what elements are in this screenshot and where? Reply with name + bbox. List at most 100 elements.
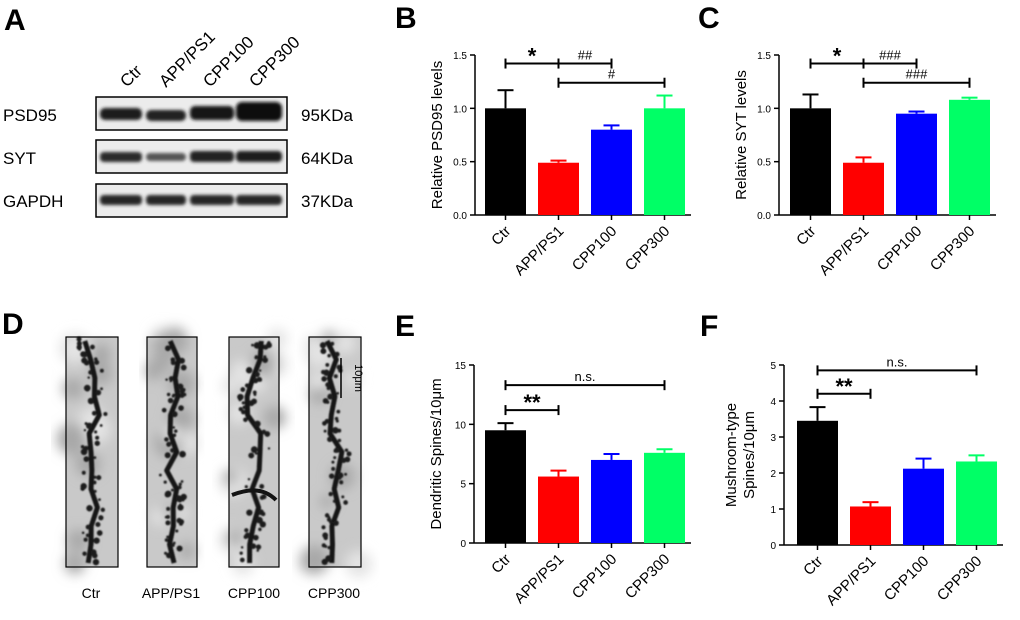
dendritic-spine	[177, 485, 182, 490]
dendritic-spine	[326, 386, 331, 391]
dendritic-spine	[321, 525, 326, 530]
y-axis-label: Mushroom-type	[723, 403, 740, 507]
x-tick-label: APP/PS1	[823, 553, 879, 609]
dendritic-spine	[90, 549, 97, 556]
dendritic-spine	[255, 544, 262, 550]
dendritic-spine	[177, 504, 184, 511]
dendritic-spine	[170, 360, 176, 366]
dendritic-spine	[239, 557, 245, 563]
dendritic-spine	[325, 555, 332, 562]
micrograph-blob	[178, 542, 196, 560]
dendritic-spine	[170, 448, 175, 453]
dendritic-spine	[327, 393, 334, 400]
y-axis-label: Dendritic Spines/10μm	[428, 378, 445, 529]
dendritic-spine	[320, 369, 326, 375]
dendrite-branch	[231, 488, 278, 502]
panel-letter-f: F	[700, 310, 718, 343]
y-axis-label: Relative PSD95 levels	[429, 61, 446, 209]
dendritic-spine	[99, 368, 104, 373]
dendritic-spine	[172, 433, 177, 438]
dendritic-spine	[246, 509, 253, 516]
dendritic-spine	[258, 527, 262, 532]
dendritic-spine	[93, 456, 97, 460]
bar-cpp100	[591, 129, 632, 215]
dendritic-spine	[161, 407, 167, 413]
dendritic-spine	[170, 488, 174, 492]
dendritic-spine	[98, 515, 104, 521]
dendritic-spine	[171, 411, 178, 418]
dendritic-spine	[95, 521, 101, 528]
x-tick-label: CPP100	[569, 551, 621, 603]
dendritic-spine	[327, 353, 331, 358]
dendritic-spine	[93, 489, 97, 493]
y-tick-label: 1	[770, 505, 776, 516]
dendritic-spine	[173, 429, 178, 433]
y-tick-label: 10	[455, 420, 467, 431]
dendritic-spine	[336, 409, 341, 414]
y-tick-label: 15	[455, 361, 467, 372]
dendritic-spine	[99, 424, 103, 427]
dendritic-spine	[319, 342, 327, 349]
dendritic-spine	[175, 529, 179, 533]
micrograph-blob	[56, 423, 88, 455]
micrograph-frame	[146, 336, 198, 568]
micrograph-texture	[219, 328, 288, 576]
dendritic-spine	[82, 551, 87, 556]
dendritic-spine	[158, 473, 162, 477]
x-tick-label: CPP300	[622, 223, 674, 275]
dendritic-spine	[78, 348, 81, 351]
dendritic-spine	[254, 355, 259, 360]
dendritic-spine	[182, 392, 187, 397]
y-tick-label: 0	[460, 539, 466, 550]
significance-label: *	[833, 44, 842, 69]
micrograph-blob	[75, 450, 101, 477]
dendritic-spine	[103, 411, 108, 417]
micrograph-blob	[221, 377, 240, 395]
dendritic-spine	[259, 495, 265, 500]
dendritic-spine	[179, 450, 186, 458]
y-tick-label: 1.5	[453, 51, 467, 62]
dendritic-spine	[267, 447, 271, 450]
dendritic-spine	[325, 362, 330, 367]
dendrite	[158, 339, 187, 564]
dendritic-spine	[93, 537, 100, 544]
dendritic-spine	[178, 482, 182, 486]
dendritic-spine	[83, 360, 90, 366]
dendritic-spine	[86, 505, 93, 512]
micrograph-frame	[65, 336, 119, 568]
dendritic-spine	[336, 392, 340, 395]
dendritic-spine	[340, 457, 347, 464]
bar-ctr	[790, 108, 831, 215]
micrograph-2	[219, 328, 288, 576]
micrograph-blob	[344, 371, 361, 387]
blot-bands-gapdh	[100, 195, 282, 205]
dendritic-spine	[166, 441, 171, 446]
dendritic-spine	[343, 500, 348, 505]
dendritic-spine	[80, 483, 87, 490]
micrograph-3	[299, 330, 373, 578]
dendritic-spine	[332, 499, 337, 503]
significance-label: **	[523, 390, 541, 415]
dendritic-spine	[322, 421, 327, 426]
dendritic-spine	[344, 472, 348, 476]
significance-label: **	[835, 374, 853, 399]
dendritic-spine	[321, 376, 327, 382]
bar-cpp100	[903, 468, 944, 545]
dendritic-spine	[254, 420, 261, 428]
micro-label-app-ps1: APP/PS1	[142, 585, 201, 601]
dendritic-spine	[253, 342, 261, 349]
dendritic-spine	[83, 537, 88, 542]
dendritic-spine	[83, 456, 90, 462]
dendritic-spine	[164, 515, 168, 519]
significance-label: n.s.	[575, 369, 596, 384]
dendritic-spine	[327, 545, 332, 550]
dendritic-spine	[341, 495, 345, 499]
dendritic-spine	[258, 369, 262, 372]
significance-label: *	[528, 44, 537, 69]
band-name-syt: SYT	[3, 149, 36, 168]
micrograph-0	[56, 333, 119, 575]
dendritic-spine	[168, 376, 174, 382]
x-tick-label: CPP100	[569, 223, 621, 275]
dendritic-spine	[251, 343, 254, 347]
